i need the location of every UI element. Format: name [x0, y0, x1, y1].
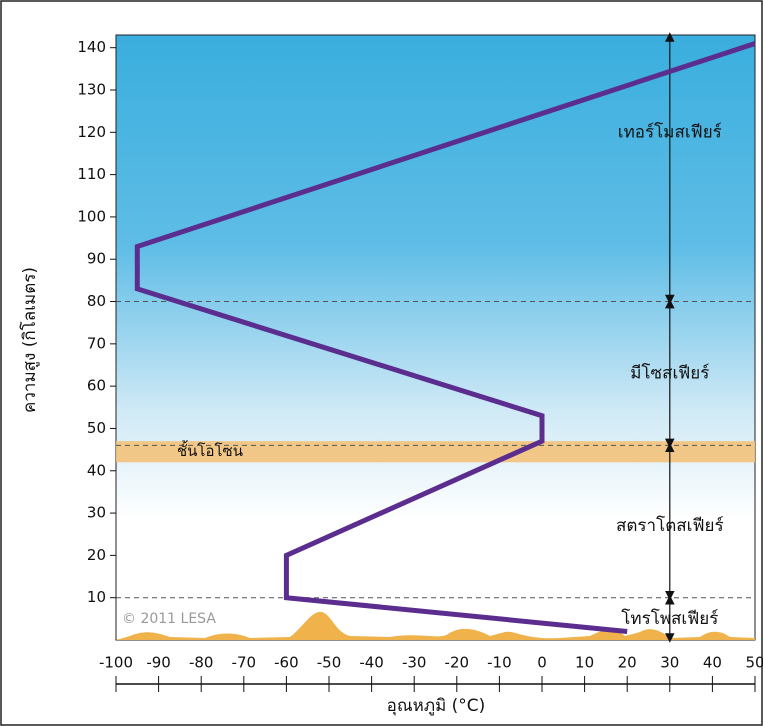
- x-tick-label: -40: [359, 654, 384, 672]
- x-axis-label: อุณหภูมิ (°C): [387, 696, 486, 716]
- credit: © 2011 LESA: [122, 611, 216, 627]
- y-tick-label: 10: [87, 588, 106, 606]
- y-tick-label: 30: [87, 504, 106, 522]
- layer-label: สตราโตสเฟียร์: [616, 515, 724, 536]
- layer-label: เทอร์โมสเฟียร์: [618, 121, 722, 142]
- x-tick-label: -50: [317, 654, 342, 672]
- x-tick-label: -70: [232, 654, 257, 672]
- x-tick-label: 20: [618, 654, 637, 672]
- x-tick-label: -20: [445, 654, 470, 672]
- x-tick-label: 50: [745, 654, 763, 672]
- y-tick-label: 80: [87, 292, 106, 310]
- x-tick-label: -90: [146, 654, 171, 672]
- y-tick-label: 100: [77, 207, 106, 225]
- x-tick-label: -60: [274, 654, 299, 672]
- x-tick-label: -80: [189, 654, 214, 672]
- y-tick-label: 20: [87, 546, 106, 564]
- y-tick-label: 40: [87, 461, 106, 479]
- x-tick-label: 10: [575, 654, 594, 672]
- layer-label: โทรโพสเฟียร์: [621, 608, 718, 629]
- y-tick-label: 90: [87, 250, 106, 268]
- y-tick-label: 130: [77, 81, 106, 99]
- x-tick-label: -100: [99, 654, 133, 672]
- y-tick-label: 110: [77, 165, 106, 183]
- layer-label: มีโซสเฟียร์: [630, 362, 709, 383]
- chart: ความสูง (กิโลเมตร) อุณหภูมิ (°C) ชั้นโอโ…: [0, 0, 763, 726]
- x-tick-label: 30: [660, 654, 679, 672]
- y-tick-label: 120: [77, 123, 106, 141]
- x-tick-label: -30: [402, 654, 427, 672]
- y-tick-label: 140: [77, 38, 106, 56]
- y-tick-label: 60: [87, 377, 106, 395]
- y-axis-label: ความสูง (กิโลเมตร): [19, 267, 40, 413]
- y-tick-label: 70: [87, 334, 106, 352]
- x-tick-label: 0: [537, 654, 547, 672]
- y-tick-label: 50: [87, 419, 106, 437]
- x-tick-label: -10: [487, 654, 512, 672]
- x-tick-label: 40: [703, 654, 722, 672]
- ozone-label: ชั้นโอโซน: [177, 440, 243, 460]
